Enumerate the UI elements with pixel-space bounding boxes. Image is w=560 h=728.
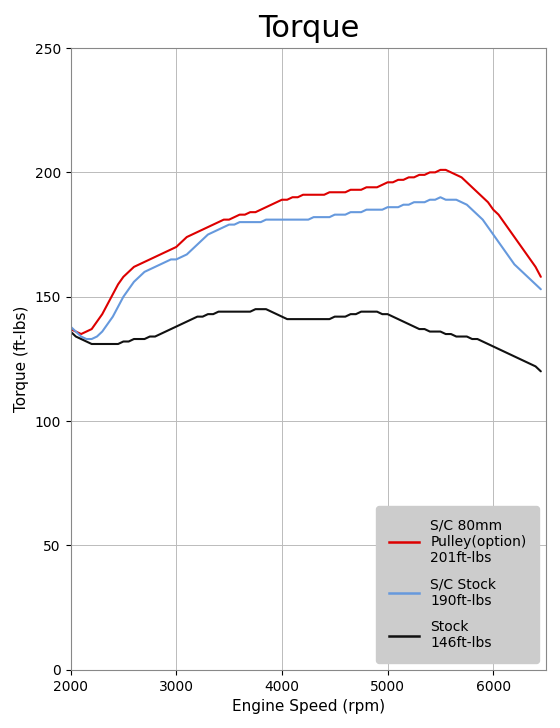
X-axis label: Engine Speed (rpm): Engine Speed (rpm) <box>232 699 385 714</box>
Title: Torque: Torque <box>258 14 359 43</box>
Y-axis label: Torque (ft-lbs): Torque (ft-lbs) <box>14 306 29 412</box>
Legend: S/C 80mm
Pulley(option)
201ft-lbs, S/C Stock
190ft-lbs, Stock
146ft-lbs: S/C 80mm Pulley(option) 201ft-lbs, S/C S… <box>376 506 539 663</box>
